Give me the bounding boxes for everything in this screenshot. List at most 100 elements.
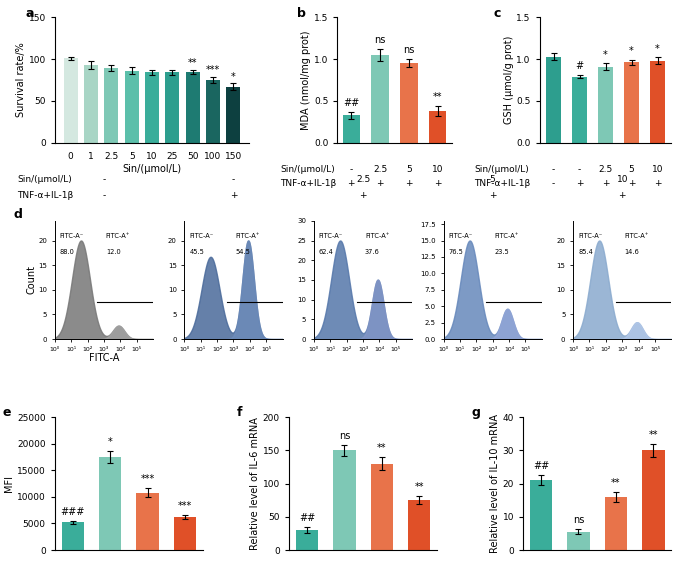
Text: Sin/(μmol/L): Sin/(μmol/L) bbox=[474, 166, 529, 175]
Text: -: - bbox=[552, 166, 555, 175]
Text: TNF-α+IL-1β: TNF-α+IL-1β bbox=[474, 179, 530, 189]
Bar bbox=[650, 61, 665, 143]
Text: FITC-A⁻: FITC-A⁻ bbox=[449, 233, 473, 238]
Text: Sin/(μmol/L): Sin/(μmol/L) bbox=[280, 166, 335, 175]
Bar bbox=[429, 111, 447, 143]
Bar bbox=[186, 72, 200, 143]
Text: ##: ## bbox=[533, 461, 549, 471]
Bar bbox=[400, 63, 418, 143]
Text: **: ** bbox=[611, 478, 621, 488]
Bar bbox=[572, 77, 587, 143]
Text: c: c bbox=[494, 7, 501, 20]
Text: FITC-A⁺: FITC-A⁺ bbox=[106, 233, 130, 238]
Text: 5: 5 bbox=[629, 166, 634, 175]
Y-axis label: Count: Count bbox=[27, 265, 37, 295]
Text: *: * bbox=[629, 46, 634, 56]
Text: -: - bbox=[232, 175, 235, 184]
Text: 2.5: 2.5 bbox=[373, 166, 387, 175]
Text: 88.0: 88.0 bbox=[60, 249, 75, 255]
Y-axis label: Relative level of IL-6 mRNA: Relative level of IL-6 mRNA bbox=[250, 417, 260, 550]
Text: 23.5: 23.5 bbox=[495, 249, 510, 255]
Text: ###: ### bbox=[60, 507, 85, 517]
Text: *: * bbox=[231, 72, 236, 82]
Text: ***: *** bbox=[206, 65, 220, 76]
Text: TNF-α+IL-1β: TNF-α+IL-1β bbox=[280, 179, 336, 189]
Text: *: * bbox=[108, 437, 112, 446]
Text: ***: *** bbox=[178, 501, 192, 511]
Text: FITC-A⁺: FITC-A⁺ bbox=[624, 233, 649, 238]
Text: FITC-A⁺: FITC-A⁺ bbox=[236, 233, 260, 238]
Text: ***: *** bbox=[140, 474, 155, 484]
Bar bbox=[546, 57, 561, 143]
Text: ##: ## bbox=[343, 98, 360, 108]
Bar bbox=[125, 71, 139, 143]
Bar bbox=[64, 58, 78, 143]
Text: *: * bbox=[655, 44, 660, 54]
Text: 54.5: 54.5 bbox=[236, 249, 250, 255]
Text: 5: 5 bbox=[406, 166, 412, 175]
Bar bbox=[174, 517, 197, 550]
Text: +: + bbox=[347, 179, 355, 189]
Text: FITC-A⁻: FITC-A⁻ bbox=[60, 233, 84, 238]
Text: FITC-A⁻: FITC-A⁻ bbox=[319, 233, 343, 238]
Bar bbox=[567, 532, 590, 550]
Text: +: + bbox=[627, 179, 635, 189]
Text: FITC-A⁻: FITC-A⁻ bbox=[578, 233, 602, 238]
Bar bbox=[598, 66, 613, 143]
Bar bbox=[371, 55, 388, 143]
Text: -: - bbox=[552, 179, 555, 189]
Text: g: g bbox=[471, 406, 480, 419]
Bar bbox=[605, 497, 627, 550]
Text: 2.5: 2.5 bbox=[599, 166, 612, 175]
Text: **: ** bbox=[414, 482, 424, 492]
Text: FITC-A⁺: FITC-A⁺ bbox=[365, 233, 389, 238]
Bar bbox=[62, 523, 84, 550]
Text: +: + bbox=[229, 191, 237, 200]
Text: f: f bbox=[237, 406, 242, 419]
Text: +: + bbox=[376, 179, 384, 189]
Text: +: + bbox=[619, 191, 626, 200]
Bar bbox=[136, 493, 159, 550]
Text: 45.5: 45.5 bbox=[189, 249, 204, 255]
Bar bbox=[342, 115, 360, 143]
Text: ns: ns bbox=[338, 431, 350, 441]
Text: 2.5: 2.5 bbox=[356, 175, 370, 184]
Bar bbox=[371, 464, 393, 550]
Bar bbox=[624, 62, 639, 143]
Text: +: + bbox=[653, 179, 661, 189]
Text: **: ** bbox=[377, 443, 386, 453]
Text: -: - bbox=[578, 166, 581, 175]
Text: #: # bbox=[575, 61, 584, 71]
Bar bbox=[642, 450, 664, 550]
Text: +: + bbox=[602, 179, 609, 189]
Text: TNF-α+IL-1β: TNF-α+IL-1β bbox=[17, 191, 73, 200]
Bar bbox=[145, 73, 159, 143]
Text: *: * bbox=[603, 49, 608, 60]
Text: -: - bbox=[102, 191, 105, 200]
Bar bbox=[226, 87, 240, 143]
Text: **: ** bbox=[188, 58, 197, 68]
Text: -: - bbox=[102, 175, 105, 184]
Text: e: e bbox=[3, 406, 12, 419]
Text: 10: 10 bbox=[616, 175, 628, 184]
Bar bbox=[206, 80, 220, 143]
Text: ns: ns bbox=[573, 515, 584, 525]
Text: 76.5: 76.5 bbox=[449, 249, 463, 255]
X-axis label: FITC-A: FITC-A bbox=[88, 353, 119, 363]
Text: +: + bbox=[360, 191, 366, 200]
Y-axis label: Survival rate/%: Survival rate/% bbox=[16, 42, 26, 117]
Y-axis label: Relative level of IL-10 mRNA: Relative level of IL-10 mRNA bbox=[490, 414, 500, 553]
Text: -: - bbox=[349, 166, 353, 175]
Text: FITC-A⁺: FITC-A⁺ bbox=[495, 233, 519, 238]
Bar bbox=[333, 450, 356, 550]
Text: 37.6: 37.6 bbox=[365, 249, 379, 255]
Text: Sin/(μmol/L): Sin/(μmol/L) bbox=[17, 175, 72, 184]
Text: **: ** bbox=[649, 430, 658, 439]
Bar bbox=[296, 530, 318, 550]
Text: FITC-A⁻: FITC-A⁻ bbox=[189, 233, 214, 238]
Text: +: + bbox=[434, 179, 442, 189]
Text: 5: 5 bbox=[490, 175, 495, 184]
Bar bbox=[530, 480, 552, 550]
Text: +: + bbox=[576, 179, 584, 189]
Bar bbox=[165, 73, 179, 143]
